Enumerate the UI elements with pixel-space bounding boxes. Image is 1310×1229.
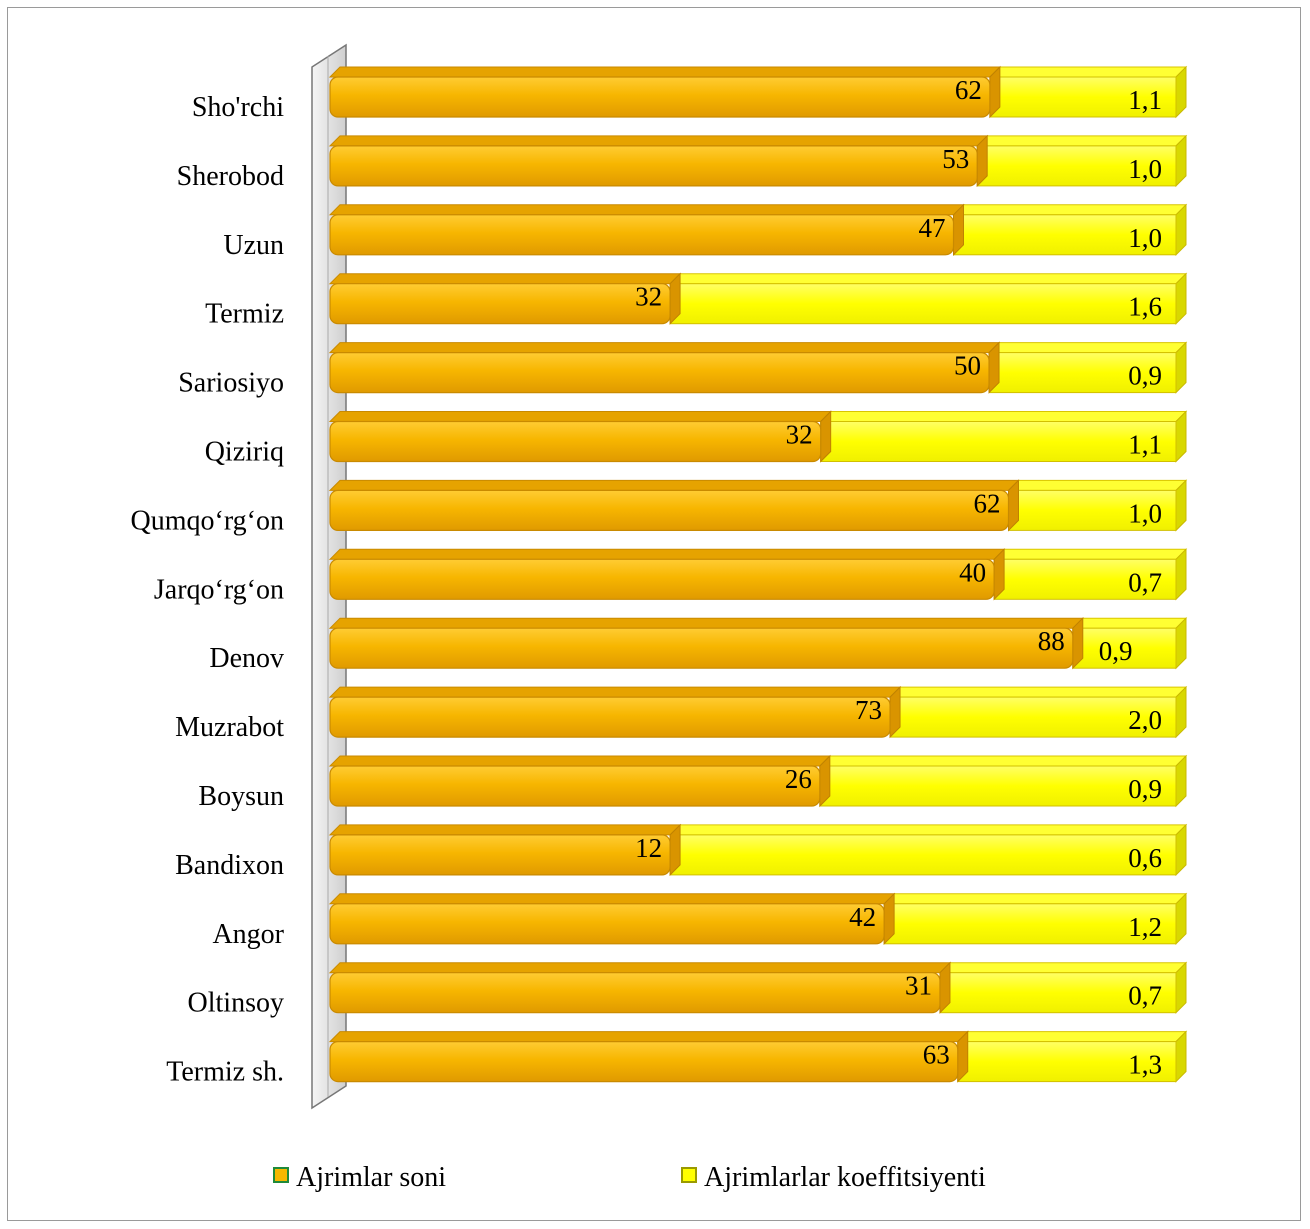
bar-divorce-count-denov [328, 616, 1084, 670]
data-label-divorce-count: 62 [955, 75, 982, 105]
bar-coefficient-bandixon [668, 823, 1188, 877]
bar-coefficient-sariosiyo [987, 341, 1188, 394]
data-label-divorce-count: 40 [959, 557, 986, 587]
data-label-coefficient: 1,3 [1128, 1050, 1162, 1080]
bar-coefficient-sho-rchi [988, 65, 1188, 119]
data-label-divorce-count: 88 [1038, 626, 1065, 656]
legend-item-divorce-count: Ajrimlar soni [273, 1162, 446, 1193]
category-label-sherobod: Sherobod [177, 161, 284, 192]
bar-divorce-count-oltinsoy [328, 961, 952, 1014]
bar-coefficient-muzrabot [888, 685, 1188, 739]
category-label-sariosiyo: Sariosiyo [178, 368, 284, 399]
data-label-coefficient: 1,0 [1128, 223, 1162, 253]
bar-divorce-count-termiz [328, 272, 682, 325]
legend-label: Ajrimlar soni [296, 1162, 446, 1193]
legend-item-coefficient: Ajrimlarlar koeffitsiyenti [681, 1162, 986, 1193]
bar-divorce-count-bandixon [328, 823, 682, 877]
data-label-coefficient: 0,6 [1128, 843, 1162, 873]
data-label-coefficient: 1,6 [1128, 292, 1162, 322]
data-label-coefficient: 0,7 [1128, 567, 1162, 597]
bar-coefficient-angor [882, 892, 1188, 946]
category-axis: Sho'rchi Sherobod Uzun Termiz Sariosiyo Qizir… [131, 92, 285, 1088]
category-label-uzun: Uzun [223, 230, 284, 261]
data-label-divorce-count: 31 [905, 971, 932, 1001]
bar-divorce-count-termiz-sh [328, 1030, 969, 1083]
bar-coefficient-oltinsoy [938, 961, 1188, 1014]
data-label-coefficient: 1,0 [1128, 154, 1162, 184]
data-label-coefficient: 1,1 [1128, 430, 1162, 460]
data-label-coefficient: 0,9 [1128, 774, 1162, 804]
bar-divorce-count-uzun [328, 203, 965, 257]
bar-divorce-count-sherobod [328, 134, 989, 188]
data-label-divorce-count: 32 [635, 282, 662, 312]
data-label-divorce-count: 42 [849, 902, 876, 932]
bar-coefficient-boysun [818, 754, 1188, 808]
bar-divorce-count-boysun [328, 754, 832, 808]
bar-coefficient-qiziriq [819, 410, 1188, 463]
category-label-termiz: Termiz [205, 299, 284, 330]
data-label-divorce-count: 50 [954, 351, 981, 381]
bar-divorce-count-muzrabot [328, 685, 902, 739]
category-label-sho-rchi: Sho'rchi [192, 92, 284, 123]
legend-swatch [273, 1167, 289, 1183]
data-label-coefficient: 1,2 [1128, 912, 1162, 942]
data-label-divorce-count: 47 [919, 213, 946, 243]
data-label-coefficient: 0,7 [1128, 981, 1162, 1011]
data-label-divorce-count: 53 [942, 144, 969, 174]
category-label-angor: Angor [212, 919, 284, 950]
data-label-coefficient: 2,0 [1128, 705, 1162, 735]
category-label-qumqo-rg-on: Qumqo‘rg‘on [131, 505, 284, 536]
category-label-bandixon: Bandixon [175, 850, 284, 881]
bar-divorce-count-angor [328, 892, 896, 946]
legend-label: Ajrimlarlar koeffitsiyenti [704, 1162, 986, 1193]
bar-coefficient-denov [1071, 616, 1188, 670]
bar-coefficient-jarqo-rg-on [992, 548, 1188, 601]
bar-coefficient-termiz [668, 272, 1188, 325]
category-label-termiz-sh: Termiz sh. [166, 1057, 284, 1088]
bar-coefficient-sherobod [975, 134, 1188, 188]
category-label-denov: Denov [209, 643, 284, 674]
category-label-qiziriq: Qiziriq [205, 437, 284, 468]
legend: Ajrimlar soni Ajrimlarlar koeffitsiyenti [273, 1162, 986, 1193]
bar-divorce-count-jarqo-rg-on [328, 548, 1006, 601]
bar-divorce-count-qiziriq [328, 410, 832, 463]
plot-area: 62 1,1 53 1,0 47 1,0 32 1,6 50 0,9 32 1,1 62 1,0 40 0,7… [328, 65, 1188, 1083]
data-label-divorce-count: 12 [635, 833, 662, 863]
category-label-muzrabot: Muzrabot [175, 712, 284, 743]
category-label-jarqo-rg-on: Jarqo‘rg‘on [154, 574, 284, 605]
data-label-divorce-count: 26 [785, 764, 812, 794]
bar-coefficient-uzun [952, 203, 1188, 257]
bar-divorce-count-qumqo-rg-on [328, 479, 1020, 532]
data-label-divorce-count: 62 [973, 488, 1000, 518]
data-label-coefficient: 1,0 [1128, 498, 1162, 528]
legend-swatch [681, 1167, 697, 1183]
bar-divorce-count-sho-rchi [328, 65, 1002, 119]
bar-coefficient-termiz-sh [956, 1030, 1188, 1083]
category-label-oltinsoy: Oltinsoy [188, 988, 284, 1019]
data-label-divorce-count: 73 [855, 695, 882, 725]
category-label-boysun: Boysun [198, 781, 284, 812]
data-label-divorce-count: 63 [923, 1040, 950, 1070]
data-label-coefficient: 0,9 [1128, 361, 1162, 391]
bar-divorce-count-sariosiyo [328, 341, 1001, 394]
data-label-coefficient: 1,1 [1128, 85, 1162, 115]
data-label-coefficient: 0,9 [1099, 636, 1133, 666]
data-label-divorce-count: 32 [786, 420, 813, 450]
